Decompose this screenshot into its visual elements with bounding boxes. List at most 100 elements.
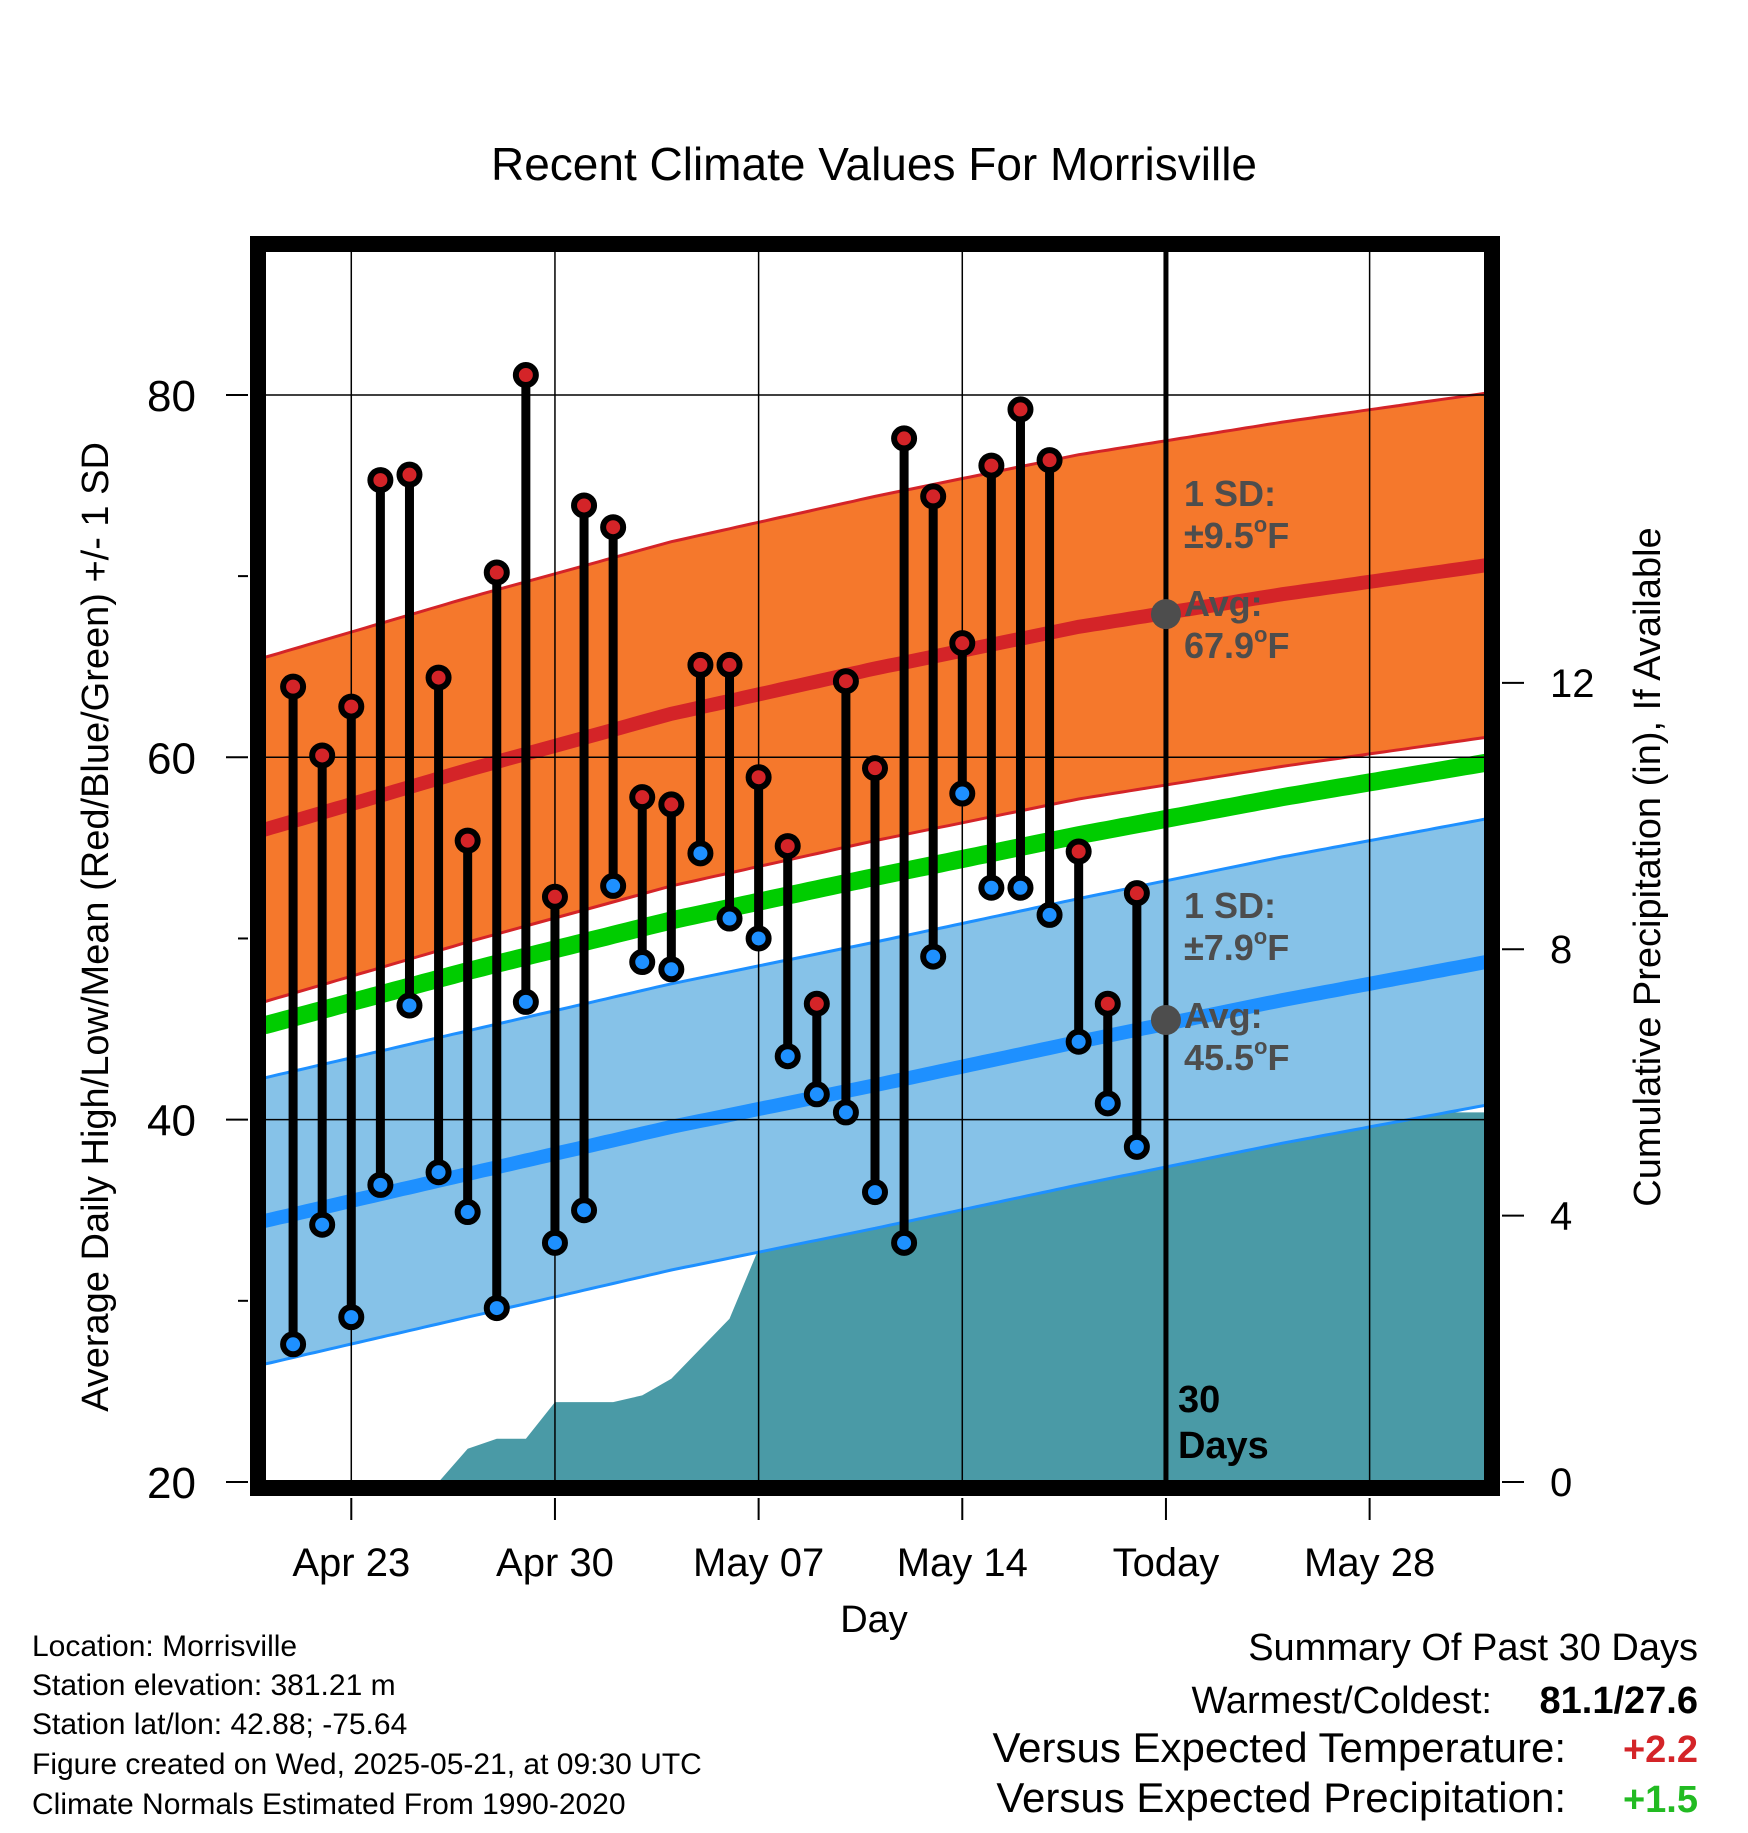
daily-high-point bbox=[454, 827, 481, 854]
daily-bar bbox=[367, 467, 394, 1198]
daily-low-point bbox=[978, 874, 1005, 901]
daily-low-point bbox=[541, 1229, 568, 1256]
high-sd-label: 1 SD: bbox=[1184, 473, 1276, 514]
avg-high-today-point bbox=[1150, 599, 1181, 630]
daily-bar bbox=[425, 664, 452, 1186]
daily-low-point bbox=[716, 905, 743, 932]
high-avg-value: 67.9oF bbox=[1184, 622, 1290, 666]
daily-high-point bbox=[658, 791, 685, 818]
daily-low-point bbox=[949, 780, 976, 807]
daily-high-point bbox=[716, 651, 743, 678]
x-tick-label: Today bbox=[1113, 1541, 1220, 1585]
daily-bar bbox=[949, 630, 976, 807]
summary-warmest-label: Warmest/Coldest: bbox=[1191, 1680, 1492, 1722]
daily-high-point bbox=[774, 833, 801, 860]
y-tick-label: 60 bbox=[147, 734, 196, 783]
daily-bar bbox=[280, 673, 307, 1358]
daily-high-point bbox=[280, 673, 307, 700]
y2-tick-label: 12 bbox=[1550, 662, 1595, 706]
avg-low-today-point bbox=[1150, 1005, 1181, 1035]
daily-bar bbox=[687, 651, 714, 867]
daily-low-point bbox=[1123, 1133, 1150, 1160]
footer-created: Figure created on Wed, 2025-05-21, at 09… bbox=[32, 1748, 702, 1781]
high-sd-band bbox=[264, 393, 1486, 1002]
daily-high-point bbox=[1036, 447, 1063, 474]
daily-low-point bbox=[1007, 874, 1034, 901]
daily-bar bbox=[1094, 990, 1121, 1117]
daily-low-point bbox=[571, 1197, 598, 1224]
low-avg-value: 45.5oF bbox=[1184, 1034, 1290, 1078]
daily-bar bbox=[396, 461, 423, 1019]
daily-temperature-bars bbox=[280, 362, 1150, 1358]
daily-high-point bbox=[338, 693, 365, 720]
chart-title: Recent Climate Values For Morrisville bbox=[491, 138, 1257, 190]
daily-low-point bbox=[920, 943, 947, 970]
daily-high-point bbox=[920, 483, 947, 510]
daily-bar bbox=[600, 514, 627, 899]
daily-bar bbox=[832, 668, 859, 1126]
daily-low-point bbox=[687, 840, 714, 867]
daily-bar bbox=[803, 990, 830, 1108]
daily-high-point bbox=[1007, 396, 1034, 423]
daily-bar bbox=[891, 425, 918, 1256]
daily-bar bbox=[1065, 838, 1092, 1055]
axes: 20 40 60 80 0 4 8 12 Apr 23 Apr 30 May 07 May 14 Tod… bbox=[147, 372, 1594, 1585]
daily-bar bbox=[309, 742, 336, 1238]
y-tick-label: 40 bbox=[147, 1097, 196, 1146]
x-axis-label: Day bbox=[840, 1599, 908, 1641]
daily-high-point bbox=[949, 630, 976, 657]
daily-bar bbox=[862, 755, 888, 1206]
footer-normals: Climate Normals Estimated From 1990-2020 bbox=[32, 1788, 626, 1821]
daily-high-point bbox=[803, 990, 830, 1017]
daily-low-point bbox=[832, 1099, 859, 1126]
precipitation-fill bbox=[264, 1112, 1486, 1482]
daily-low-point bbox=[280, 1331, 307, 1358]
daily-high-point bbox=[832, 668, 859, 695]
daily-high-point bbox=[745, 764, 772, 791]
low-avg-label: Avg: bbox=[1184, 995, 1263, 1036]
daily-low-point bbox=[1036, 901, 1063, 928]
summary-temp-value: +2.2 bbox=[1623, 1729, 1698, 1771]
daily-high-point bbox=[541, 883, 568, 910]
footer-location: Location: Morrisville bbox=[32, 1630, 297, 1663]
daily-bar bbox=[512, 362, 539, 1015]
station-info: Location: Morrisville Station elevation:… bbox=[32, 1630, 702, 1821]
y2-tick-label: 8 bbox=[1550, 928, 1572, 972]
daily-low-point bbox=[658, 956, 685, 983]
daily-bar bbox=[541, 883, 568, 1256]
y-tick-label: 80 bbox=[147, 372, 196, 421]
daily-low-point bbox=[862, 1179, 888, 1206]
daily-bar bbox=[774, 833, 801, 1070]
daily-low-point bbox=[454, 1199, 481, 1226]
y2-tick-label: 0 bbox=[1550, 1461, 1572, 1505]
today-days-label: 30 bbox=[1178, 1379, 1220, 1421]
x-tick-label: Apr 30 bbox=[496, 1541, 614, 1585]
daily-bar bbox=[571, 492, 598, 1224]
plot-frame bbox=[250, 236, 1500, 1496]
y2-tick-label: 4 bbox=[1550, 1195, 1572, 1239]
high-sd-value: ±9.5oF bbox=[1184, 512, 1289, 556]
high-sd-upper-edge bbox=[264, 391, 1486, 660]
summary-title: Summary Of Past 30 Days bbox=[1248, 1627, 1698, 1669]
daily-low-point bbox=[338, 1304, 365, 1331]
daily-low-point bbox=[1065, 1028, 1092, 1055]
daily-bar bbox=[745, 764, 772, 952]
daily-bar bbox=[978, 452, 1005, 901]
daily-bar bbox=[920, 483, 947, 970]
daily-low-point bbox=[803, 1081, 830, 1108]
low-sd-value: ±7.9oF bbox=[1184, 924, 1289, 968]
daily-bar bbox=[1036, 447, 1063, 928]
daily-low-point bbox=[396, 992, 423, 1019]
daily-bar bbox=[1123, 880, 1150, 1160]
summary-panel: Summary Of Past 30 Days 81.1/27.6 Warmes… bbox=[992, 1627, 1698, 1821]
daily-high-point bbox=[629, 784, 656, 811]
footer-elevation: Station elevation: 381.21 m bbox=[32, 1669, 396, 1702]
daily-low-point bbox=[891, 1229, 918, 1256]
daily-high-point bbox=[1094, 990, 1121, 1017]
x-tick-label: Apr 23 bbox=[292, 1541, 410, 1585]
daily-low-point bbox=[629, 949, 656, 976]
x-tick-label: May 07 bbox=[693, 1541, 824, 1585]
y-tick-label: 20 bbox=[147, 1459, 196, 1508]
